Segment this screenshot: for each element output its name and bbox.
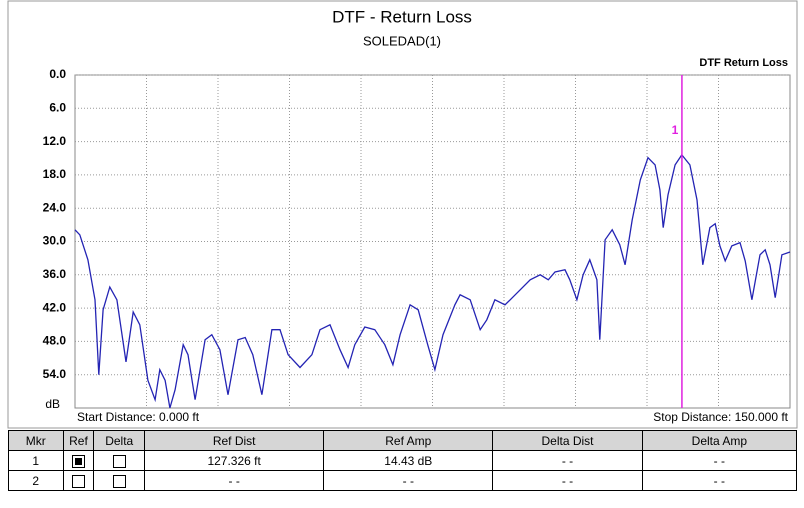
checkbox-cell (93, 450, 146, 471)
checkbox-cell (62, 450, 95, 471)
table-cell: 127.326 ft (144, 450, 325, 471)
checkbox-cell (93, 470, 146, 491)
y-tick-label: 18.0 (43, 167, 67, 181)
table-cell: - - (323, 470, 494, 491)
table-cell: 2 (8, 470, 64, 491)
table-cell: 1 (8, 450, 64, 471)
column-header: Delta Dist (492, 430, 643, 451)
chart: DTF - Return Loss SOLEDAD(1) dB Start Di… (7, 0, 798, 429)
y-tick-label: 54.0 (43, 367, 67, 381)
chart-subtitle: SOLEDAD(1) (363, 33, 441, 48)
table-cell: - - (492, 470, 643, 491)
column-header: Ref Dist (144, 430, 325, 451)
trace (74, 153, 791, 409)
legend-entry: DTF Return Loss (699, 57, 788, 69)
y-tick-label: 36.0 (43, 267, 67, 281)
checkbox (71, 454, 85, 468)
chart-title: DTF - Return Loss (332, 7, 472, 26)
checkbox (112, 474, 126, 488)
y-tick-label: 30.0 (43, 234, 67, 248)
marker-table: Mkr Ref Delta Ref Dist Ref Amp Delta Dist Delt… (8, 430, 798, 491)
column-header: Delta (93, 430, 146, 451)
checkbox (71, 474, 85, 488)
y-axis-label: dB (45, 397, 60, 411)
column-header: Ref (62, 430, 95, 451)
table-row: 1 127.326 ft 14.43 dB - -- - (8, 450, 798, 471)
checkbox (112, 454, 126, 468)
table-cell: 14.43 dB (323, 450, 494, 471)
y-tick-label: 42.0 (43, 300, 67, 314)
checkbox-cell (62, 470, 95, 491)
stop-distance: Stop Distance: 150.000 ft (653, 410, 788, 424)
marker-label: 1 (672, 123, 679, 137)
y-tick-label: 12.0 (43, 134, 67, 148)
y-tick-label: 0.0 (49, 67, 66, 81)
table-cell: - - (492, 450, 643, 471)
column-header: Mkr (8, 430, 64, 451)
y-tick-label: 48.0 (43, 334, 67, 348)
table-cell: - - (641, 470, 798, 491)
y-tick-label: 24.0 (43, 200, 67, 214)
table-cell: - - (144, 470, 325, 491)
column-header: Delta Amp (641, 430, 798, 451)
start-distance: Start Distance: 0.000 ft (77, 410, 200, 424)
y-tick-label: 6.0 (49, 100, 66, 114)
table-cell: - - (641, 450, 798, 471)
column-header: Ref Amp (323, 430, 494, 451)
table-row: 2- -- -- -- - (8, 470, 798, 491)
